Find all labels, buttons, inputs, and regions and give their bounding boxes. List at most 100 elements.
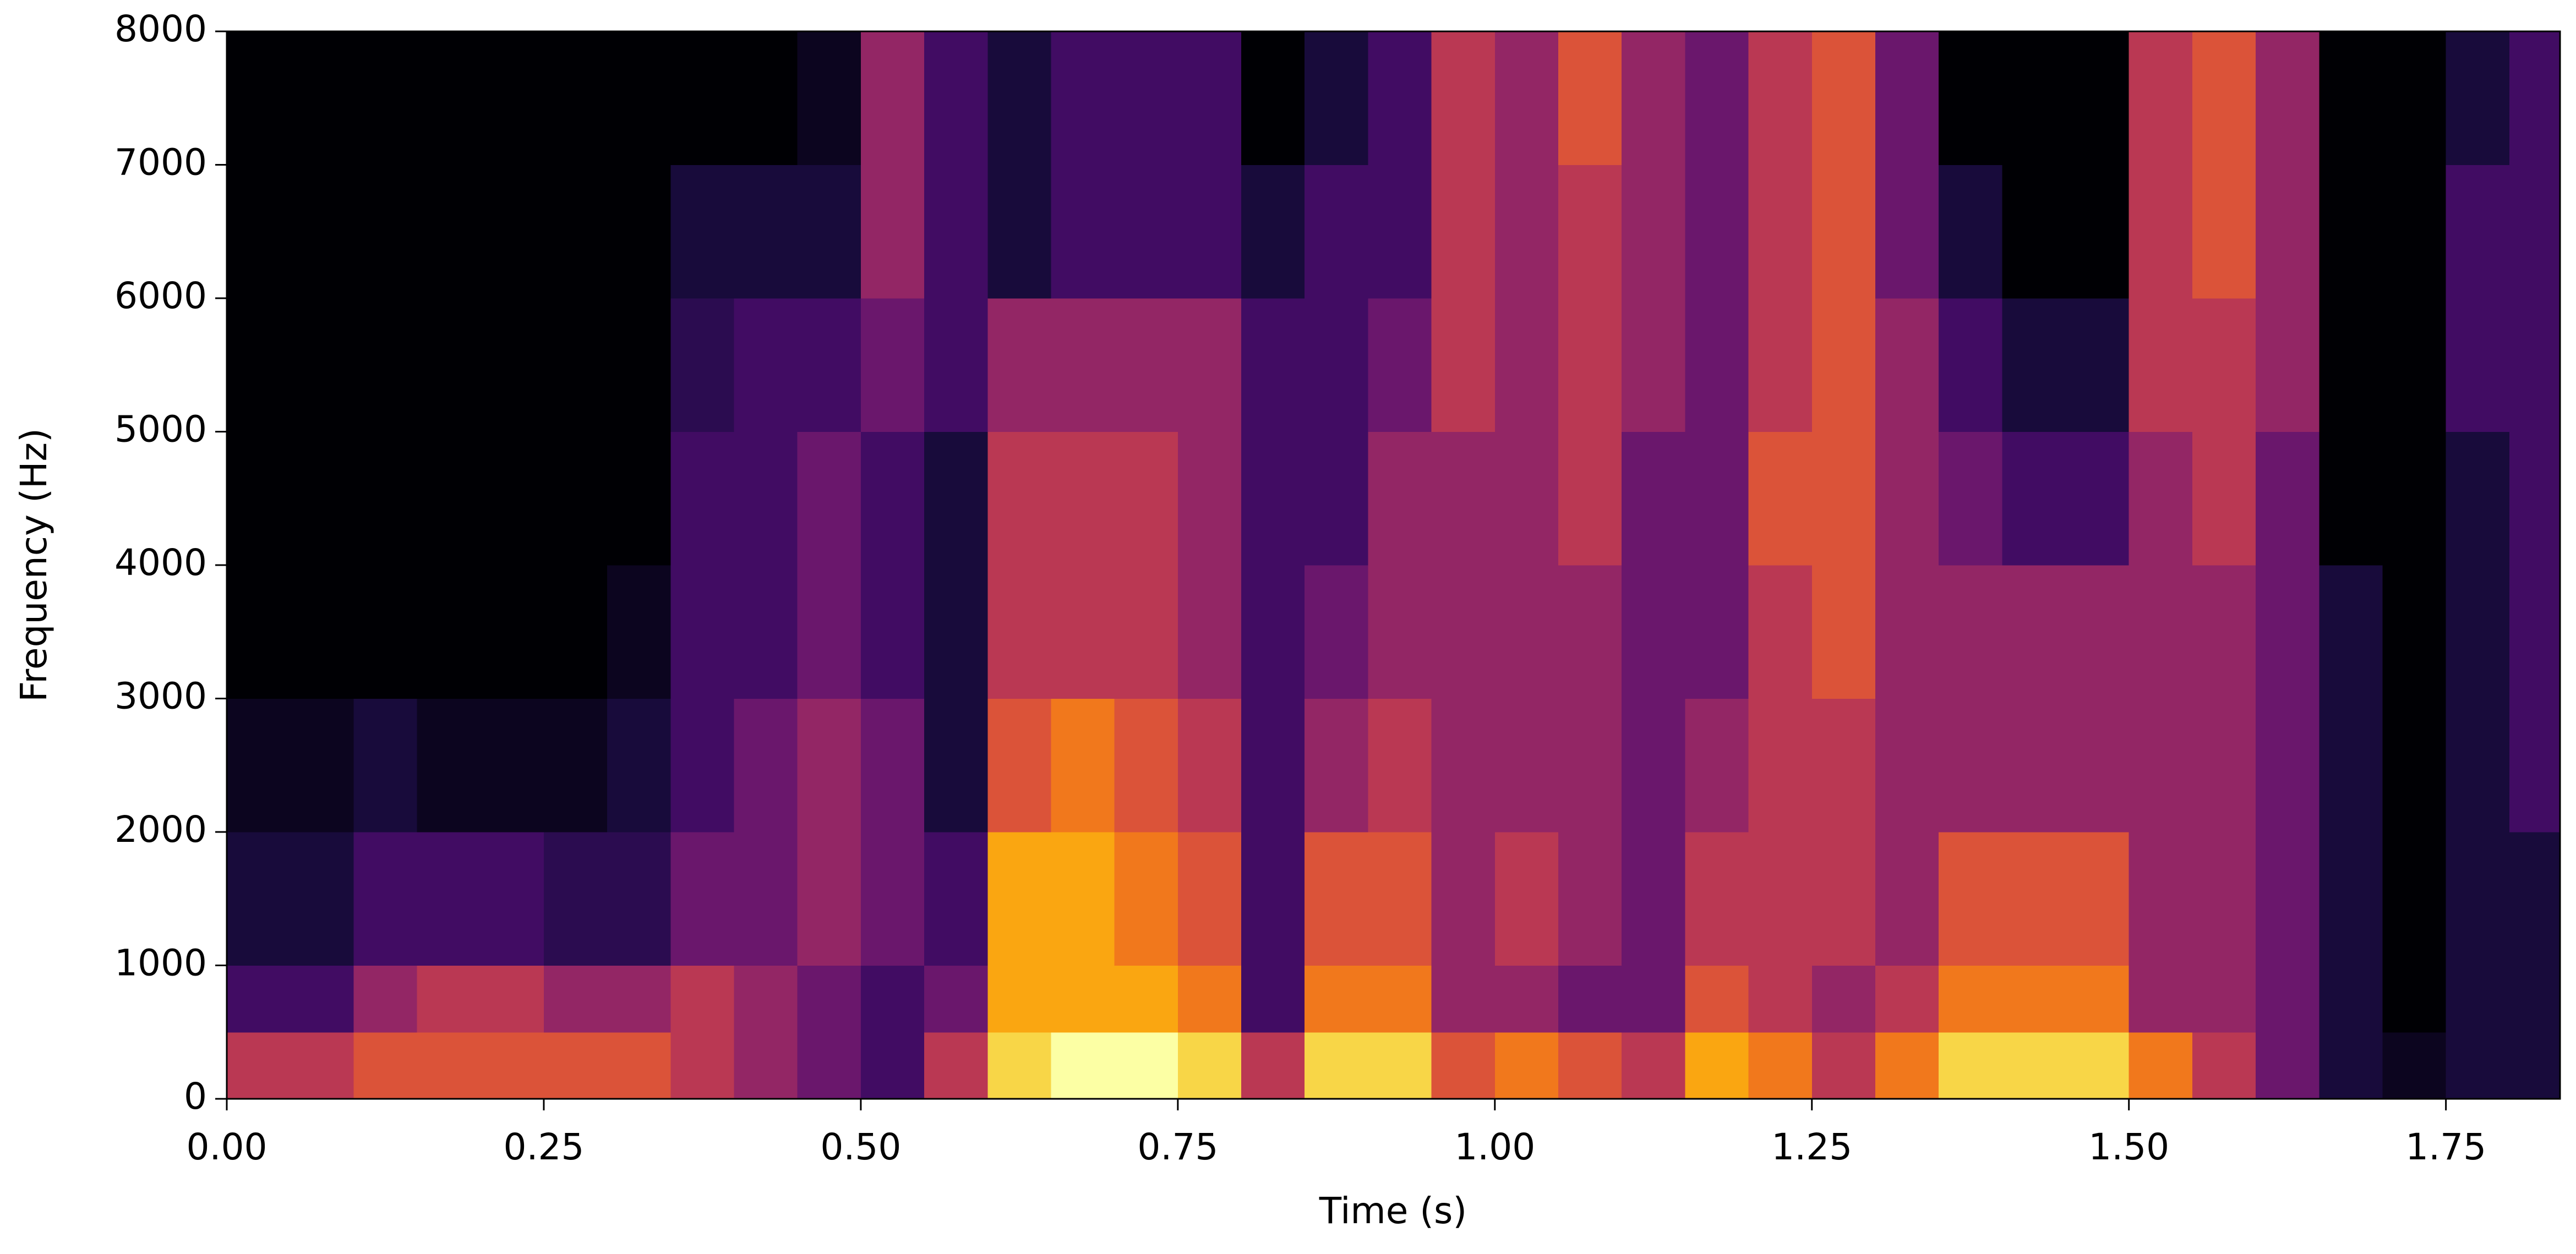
heatmap-cell — [924, 698, 988, 833]
heatmap-cell — [2446, 298, 2510, 432]
heatmap-cell — [417, 431, 481, 566]
heatmap-cell — [1685, 832, 1749, 966]
y-tick-label: 3000 — [114, 675, 207, 718]
heatmap-cell — [1114, 832, 1178, 966]
heatmap-cell — [860, 565, 925, 699]
heatmap-cell — [2382, 565, 2447, 699]
heatmap-cell — [1875, 431, 1939, 566]
heatmap-cell — [797, 298, 861, 432]
heatmap-cell — [2065, 832, 2130, 966]
heatmap-cell — [1558, 698, 1622, 833]
heatmap-cell — [543, 31, 608, 166]
heatmap-cell — [1368, 31, 1432, 166]
heatmap-cell — [2192, 698, 2256, 833]
heatmap-cell — [480, 1032, 544, 1099]
heatmap-cell — [860, 698, 925, 833]
heatmap-cell — [227, 832, 291, 966]
heatmap-cell — [1558, 1032, 1622, 1099]
heatmap-cell — [417, 698, 481, 833]
x-axis-label: Time (s) — [1319, 1190, 1467, 1232]
heatmap-cell — [1811, 965, 1876, 1033]
x-tick-label: 0.75 — [1137, 1126, 1218, 1168]
heatmap-cell — [1558, 298, 1622, 432]
heatmap-cell — [1811, 431, 1876, 566]
heatmap-cell — [1939, 298, 2002, 432]
heatmap-cell — [1939, 565, 2002, 699]
heatmap-cell — [290, 832, 354, 966]
heatmap-cell — [2509, 31, 2560, 166]
heatmap-cell — [797, 832, 861, 966]
heatmap-cell — [2382, 165, 2447, 299]
heatmap-cell — [987, 698, 1052, 833]
heatmap-cell — [987, 31, 1052, 166]
heatmap-cell — [227, 31, 291, 166]
heatmap-cell — [2192, 565, 2256, 699]
heatmap-cell — [1811, 565, 1876, 699]
heatmap-cell — [1177, 965, 1242, 1033]
heatmap-cell — [2509, 431, 2560, 566]
heatmap-cell — [1431, 431, 1496, 566]
heatmap-cell — [1685, 31, 1749, 166]
heatmap-cell — [1748, 965, 1813, 1033]
heatmap-cell — [1494, 565, 1559, 699]
heatmap-cell — [2002, 431, 2066, 566]
heatmap-cell — [670, 165, 735, 299]
heatmap-cell — [1051, 165, 1115, 299]
heatmap-cell — [1305, 698, 1369, 833]
heatmap-cell — [1368, 698, 1432, 833]
heatmap-cell — [290, 1032, 354, 1099]
heatmap-cell — [987, 832, 1052, 966]
heatmap-cell — [924, 965, 988, 1033]
heatmap-cell — [2065, 31, 2130, 166]
heatmap-cell — [1051, 698, 1115, 833]
heatmap-cell — [1431, 31, 1496, 166]
heatmap-cell — [2002, 298, 2066, 432]
heatmap-cell — [924, 832, 988, 966]
heatmap-cell — [1939, 832, 2002, 966]
heatmap-cell — [1622, 431, 1685, 566]
heatmap-cell — [2509, 298, 2560, 432]
heatmap-cell — [1811, 298, 1876, 432]
heatmap-cell — [353, 1032, 418, 1099]
heatmap-cell — [2382, 1032, 2447, 1099]
heatmap-cell — [2192, 832, 2256, 966]
heatmap-cell — [1177, 431, 1242, 566]
x-tick-label: 1.75 — [2405, 1126, 2486, 1168]
heatmap-cell — [290, 431, 354, 566]
heatmap-cell — [417, 31, 481, 166]
heatmap-cell — [2256, 31, 2320, 166]
heatmap-cell — [1939, 31, 2002, 166]
heatmap-cell — [987, 965, 1052, 1033]
heatmap-cell — [1051, 565, 1115, 699]
heatmap-cell — [1622, 31, 1685, 166]
heatmap-cell — [2002, 698, 2066, 833]
heatmap-cell — [290, 31, 354, 166]
heatmap-cell — [2256, 698, 2320, 833]
heatmap-cell — [860, 431, 925, 566]
heatmap-cell — [1685, 1032, 1749, 1099]
heatmap-cell — [2129, 965, 2193, 1033]
heatmap-cell — [734, 698, 798, 833]
heatmap-cell — [227, 298, 291, 432]
heatmap-cell — [1114, 31, 1178, 166]
heatmap-cell — [1748, 832, 1813, 966]
heatmap-cell — [353, 565, 418, 699]
heatmap-cell — [1494, 1032, 1559, 1099]
heatmap-cell — [2065, 165, 2130, 299]
heatmap-cell — [1241, 31, 1305, 166]
heatmap-cell — [987, 165, 1052, 299]
y-tick-label: 6000 — [114, 275, 207, 317]
heatmap-cell — [860, 832, 925, 966]
x-tick-label: 1.00 — [1454, 1126, 1535, 1168]
heatmap-cell — [670, 698, 735, 833]
heatmap-cell — [417, 165, 481, 299]
heatmap-cell — [1875, 1032, 1939, 1099]
heatmap-cell — [1685, 298, 1749, 432]
heatmap-cell — [1241, 965, 1305, 1033]
heatmap-cell — [987, 565, 1052, 699]
heatmap-cell — [2129, 565, 2193, 699]
heatmap-cell — [2002, 31, 2066, 166]
heatmap-cell — [290, 165, 354, 299]
heatmap-cell — [1368, 1032, 1432, 1099]
